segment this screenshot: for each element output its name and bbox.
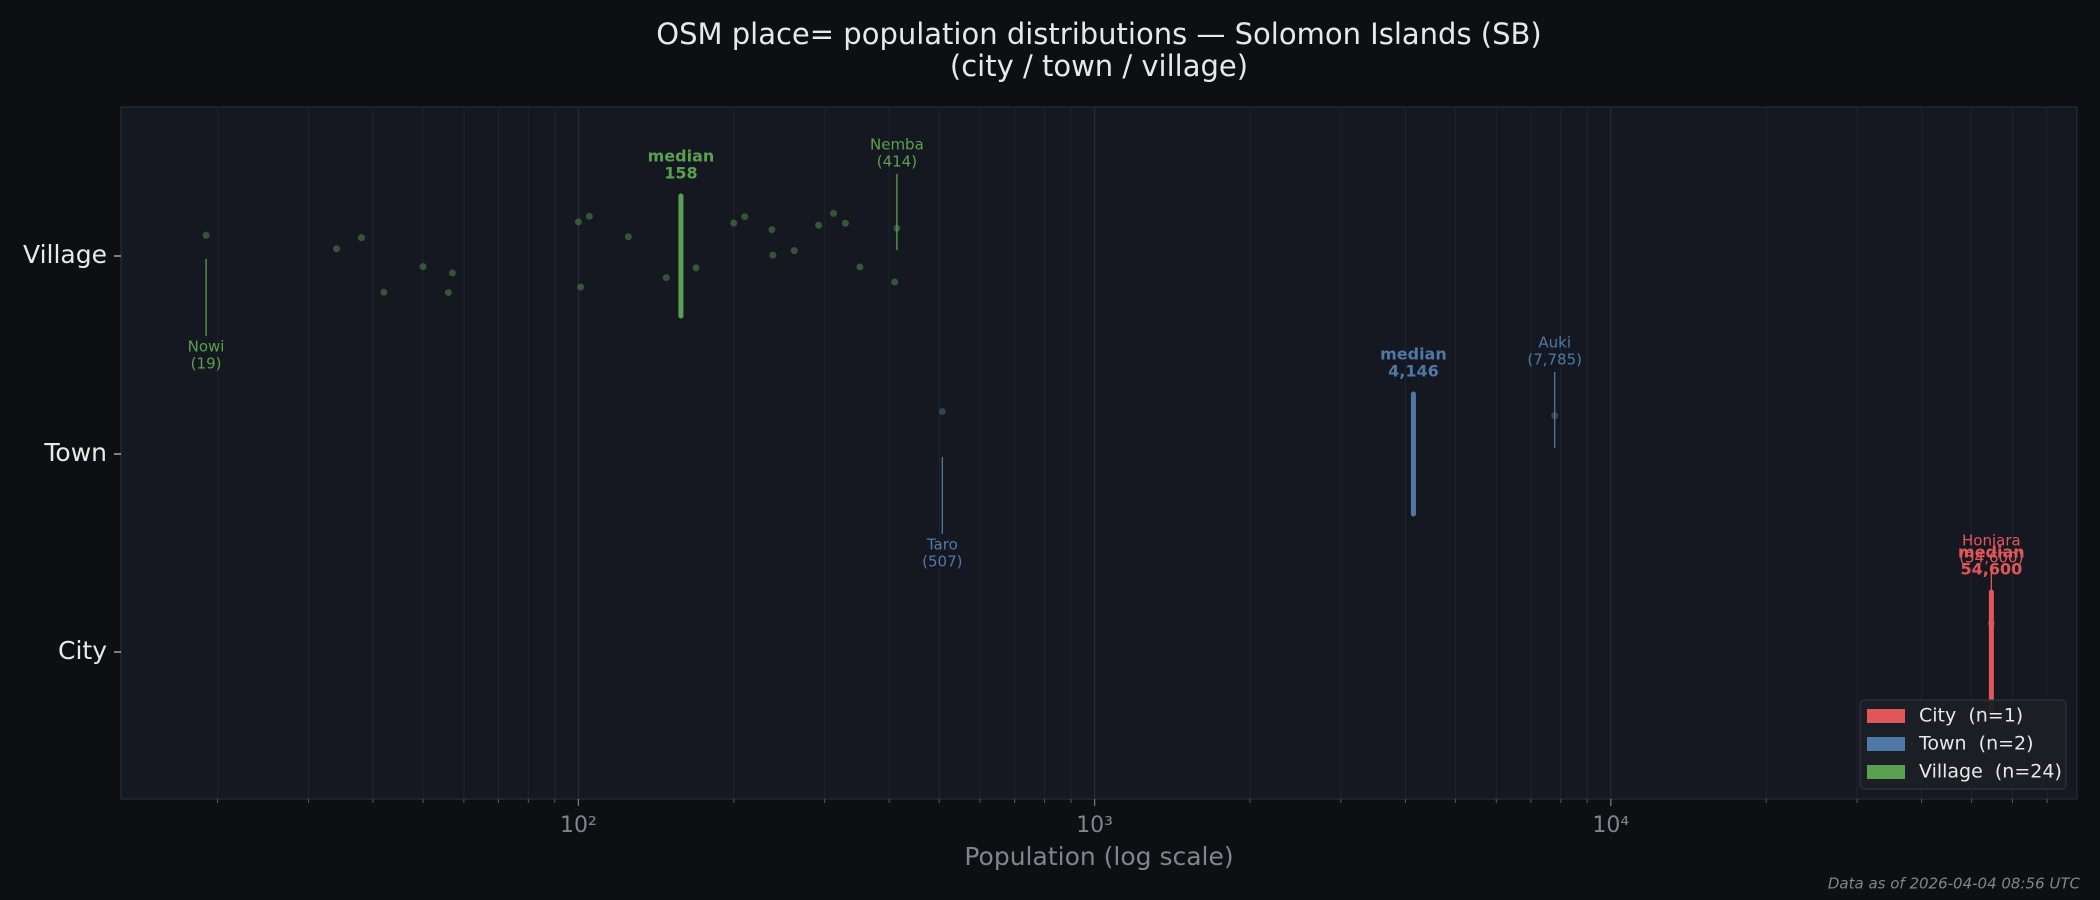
- data-point: [662, 274, 670, 282]
- legend-swatch: [1867, 737, 1905, 751]
- plot-area: [120, 106, 2078, 800]
- data-point: [769, 251, 777, 259]
- median-text: median: [1380, 345, 1447, 364]
- data-point: [577, 283, 585, 291]
- footnote: Data as of 2026-04-04 08:56 UTC: [1828, 875, 2081, 893]
- extreme-value-label: (7,785): [1527, 351, 1582, 369]
- data-point: [624, 233, 632, 241]
- y-tick-label: Town: [43, 438, 107, 467]
- data-point: [692, 264, 700, 272]
- median-label: 4,146: [1388, 362, 1439, 381]
- data-point: [938, 407, 946, 415]
- data-point: [419, 263, 427, 271]
- legend-label: City (n=1): [1919, 705, 2023, 727]
- data-point: [768, 226, 776, 234]
- extreme-name: Nemba: [870, 136, 924, 154]
- data-point: [202, 231, 210, 239]
- data-point: [333, 245, 341, 253]
- extreme-value-label: (507): [922, 553, 962, 571]
- data-point: [891, 278, 899, 286]
- extreme-name: Auki: [1538, 334, 1571, 352]
- legend-label: Town (n=2): [1918, 733, 2034, 755]
- legend-swatch: [1867, 709, 1905, 723]
- data-point: [730, 219, 738, 227]
- data-point: [856, 263, 864, 271]
- median-text: median: [1958, 543, 2025, 562]
- data-point: [741, 213, 749, 221]
- extreme-value-label: (54,600): [1959, 549, 2023, 567]
- y-tick-label: City: [58, 636, 107, 665]
- median-text: median: [648, 147, 715, 166]
- data-point: [574, 218, 582, 226]
- data-point: [357, 234, 365, 242]
- extreme-name: Honiara: [1962, 532, 2021, 550]
- data-point: [815, 221, 823, 229]
- data-point: [790, 247, 798, 255]
- data-point: [380, 288, 388, 296]
- x-tick-label: 10²: [560, 813, 597, 838]
- legend-label: Village (n=24): [1919, 761, 2062, 783]
- median-label: 158: [664, 164, 697, 183]
- chart-title: OSM place= population distributions — So…: [656, 17, 1541, 51]
- data-point: [585, 212, 593, 220]
- extreme-name: Nowi: [188, 338, 225, 356]
- data-point: [444, 289, 452, 297]
- chart-subtitle: (city / town / village): [950, 49, 1248, 83]
- legend-swatch: [1867, 765, 1905, 779]
- x-tick-label: 10⁴: [1592, 813, 1629, 838]
- legend-box: [1859, 699, 2067, 790]
- extreme-value-label: (19): [191, 355, 222, 373]
- data-point: [841, 219, 849, 227]
- y-tick-label: Village: [23, 240, 107, 269]
- x-axis-label: Population (log scale): [964, 842, 1233, 871]
- data-point: [829, 209, 837, 217]
- x-tick-label: 10³: [1076, 813, 1113, 838]
- extreme-value-label: (414): [877, 153, 917, 171]
- median-label: 54,600: [1960, 560, 2022, 579]
- extreme-name: Taro: [926, 536, 958, 554]
- data-point: [448, 269, 456, 277]
